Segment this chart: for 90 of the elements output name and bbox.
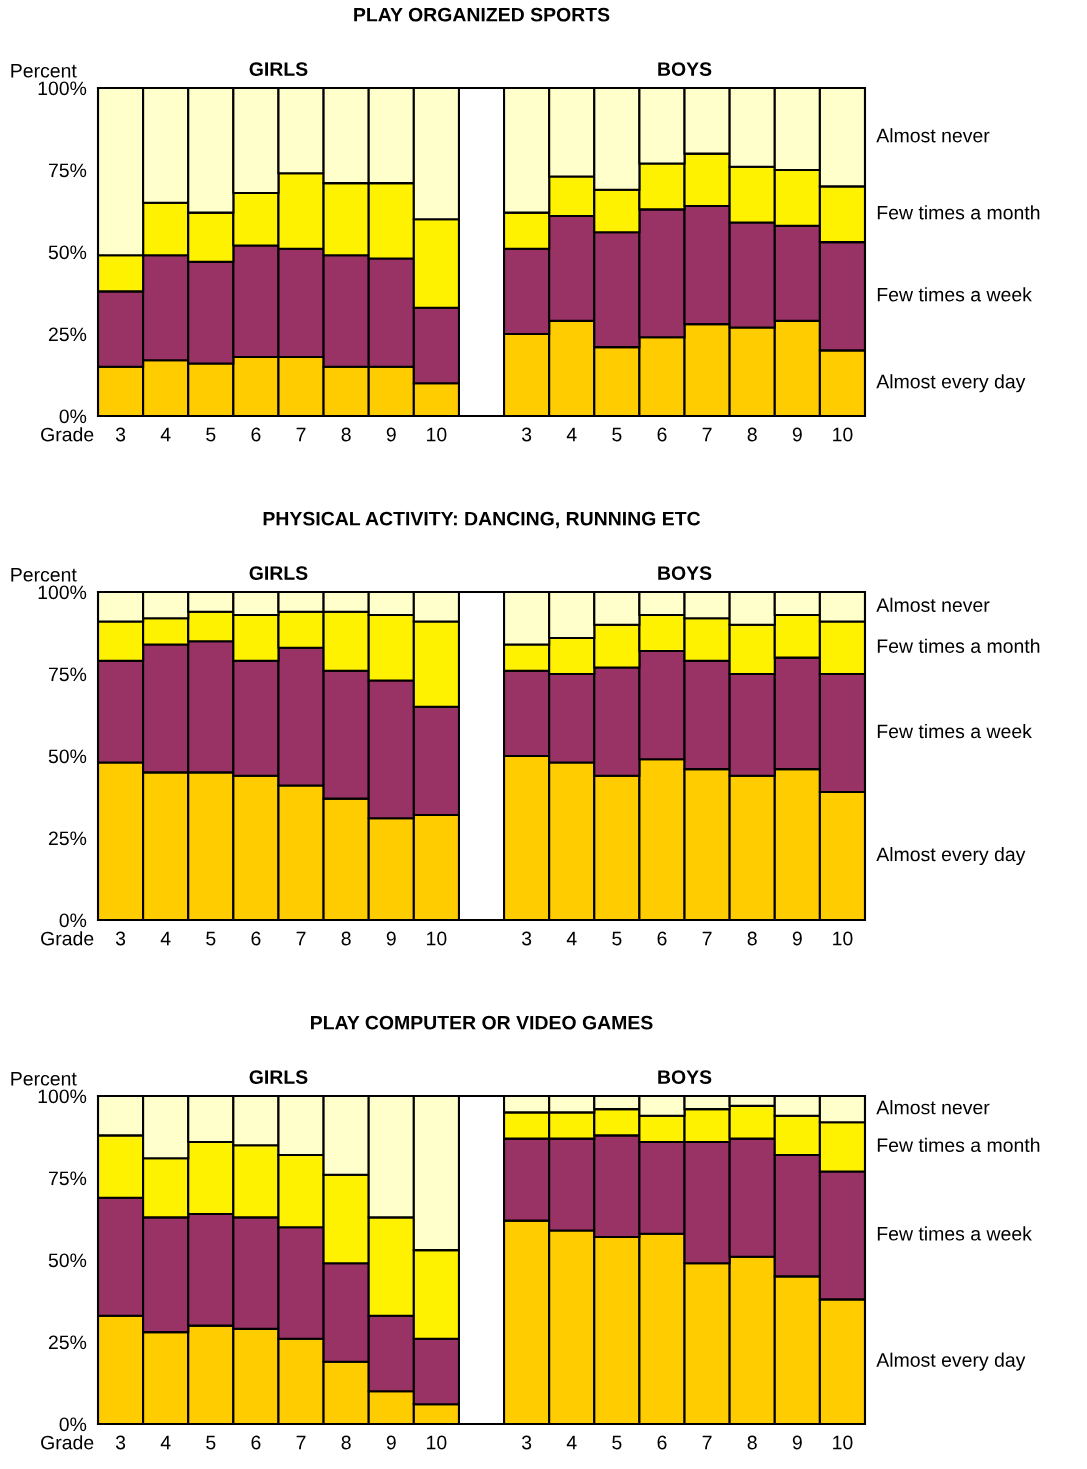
y-tick-label: 50% bbox=[48, 749, 87, 764]
chart-title: PLAY COMPUTER OR VIDEO GAMES bbox=[311, 1015, 653, 1030]
x-tick-label: 4 bbox=[160, 427, 171, 442]
x-tick-label: 7 bbox=[702, 931, 712, 946]
x-tick-label: 3 bbox=[115, 931, 126, 946]
text: BOYS bbox=[658, 566, 712, 580]
x-tick-label: 5 bbox=[612, 931, 622, 946]
series-label: Few times a week bbox=[877, 287, 1032, 302]
x-tick-label: 3 bbox=[115, 1435, 126, 1450]
y-tick-label: 75% bbox=[48, 163, 87, 178]
text: BOYS bbox=[658, 62, 712, 76]
x-tick-label: 7 bbox=[296, 931, 306, 946]
y-tick-label: 0% bbox=[59, 913, 87, 928]
x-tick-label: 10 bbox=[427, 427, 447, 442]
x-tick-label: 8 bbox=[341, 427, 351, 442]
x-axis-title: Grade bbox=[41, 1435, 94, 1450]
x-tick-label: 6 bbox=[657, 1435, 667, 1450]
y-tick-label: 25% bbox=[48, 1335, 87, 1350]
x-tick-label: 8 bbox=[747, 1435, 757, 1450]
x-tick-label: 10 bbox=[427, 931, 447, 946]
y-axis-title: Percent bbox=[11, 64, 77, 78]
series-label: Few times a week bbox=[877, 1226, 1032, 1241]
y-tick-label: 25% bbox=[48, 327, 87, 342]
y-axis-title: Percent bbox=[11, 568, 77, 582]
series-label: Almost every day bbox=[876, 846, 1026, 866]
x-tick-label: 3 bbox=[521, 427, 532, 442]
x-tick-label: 7 bbox=[702, 427, 712, 442]
text: BOYS bbox=[658, 1070, 712, 1084]
x-tick-label: 3 bbox=[115, 427, 126, 442]
x-axis-title: Grade bbox=[41, 427, 94, 442]
series-label: Almost never bbox=[876, 128, 990, 143]
x-tick-label: 7 bbox=[702, 1435, 712, 1450]
x-tick-label: 7 bbox=[296, 1435, 306, 1450]
series-label: Almost every day bbox=[876, 1352, 1026, 1371]
x-tick-label: 10 bbox=[833, 1435, 853, 1450]
x-tick-label: 4 bbox=[566, 427, 577, 442]
x-tick-label: 9 bbox=[386, 427, 396, 442]
x-tick-label: 9 bbox=[386, 931, 396, 946]
series-label: Few times a month bbox=[877, 205, 1040, 220]
y-axis-title: Percent bbox=[11, 1072, 77, 1086]
x-tick-label: 5 bbox=[206, 931, 216, 946]
series-label: Almost every day bbox=[876, 374, 1026, 393]
series-label: Few times a week bbox=[877, 723, 1032, 739]
x-tick-label: 10 bbox=[833, 931, 853, 946]
x-tick-label: 10 bbox=[427, 1435, 447, 1450]
x-tick-label: 4 bbox=[566, 931, 577, 946]
x-tick-label: 8 bbox=[341, 1435, 351, 1450]
x-tick-label: 4 bbox=[160, 931, 171, 946]
x-tick-label: 9 bbox=[792, 931, 802, 946]
y-tick-label: 0% bbox=[59, 1417, 87, 1432]
x-tick-label: 3 bbox=[521, 1435, 532, 1450]
x-tick-label: 9 bbox=[792, 1435, 802, 1450]
series-label: Almost never bbox=[876, 597, 990, 612]
x-tick-label: 8 bbox=[747, 931, 757, 946]
series-label: Almost never bbox=[876, 1100, 990, 1115]
y-tick-label: 50% bbox=[48, 245, 87, 260]
x-tick-label: 4 bbox=[160, 1435, 171, 1450]
x-tick-label: 6 bbox=[251, 1435, 261, 1450]
x-tick-label: 3 bbox=[521, 931, 532, 946]
x-tick-label: 9 bbox=[792, 427, 802, 442]
y-tick-label: 25% bbox=[48, 831, 87, 846]
x-tick-label: 5 bbox=[612, 1435, 622, 1450]
chart-title: PLAY ORGANIZED SPORTS bbox=[354, 7, 610, 22]
x-tick-label: 6 bbox=[251, 427, 261, 442]
series-label: Few times a month bbox=[877, 1137, 1040, 1153]
x-tick-label: 5 bbox=[612, 427, 622, 442]
y-tick-label: 100% bbox=[38, 81, 87, 96]
x-axis-title: Grade bbox=[41, 931, 94, 946]
x-tick-label: 9 bbox=[386, 1435, 396, 1450]
y-tick-label: 75% bbox=[48, 667, 87, 682]
chart-title: PHYSICAL ACTIVITY: DANCING, RUNNING ETC bbox=[263, 511, 701, 529]
y-tick-label: 50% bbox=[48, 1253, 87, 1268]
x-tick-label: 6 bbox=[657, 427, 667, 442]
text: GIRLS bbox=[249, 62, 308, 76]
text: GIRLS bbox=[249, 566, 308, 580]
y-tick-label: 75% bbox=[48, 1171, 87, 1186]
text: GIRLS bbox=[249, 1070, 308, 1084]
x-tick-label: 8 bbox=[747, 427, 757, 442]
x-tick-label: 10 bbox=[833, 427, 853, 442]
x-tick-label: 6 bbox=[657, 931, 667, 946]
y-tick-label: 0% bbox=[59, 409, 87, 424]
x-tick-label: 7 bbox=[296, 427, 306, 442]
x-tick-label: 5 bbox=[206, 427, 216, 442]
y-tick-label: 100% bbox=[38, 1089, 87, 1104]
y-tick-label: 100% bbox=[38, 585, 87, 600]
x-tick-label: 6 bbox=[251, 931, 261, 946]
series-label: Few times a month bbox=[877, 638, 1040, 653]
x-tick-label: 8 bbox=[341, 931, 351, 946]
x-tick-label: 4 bbox=[566, 1435, 577, 1450]
x-tick-label: 5 bbox=[206, 1435, 216, 1450]
